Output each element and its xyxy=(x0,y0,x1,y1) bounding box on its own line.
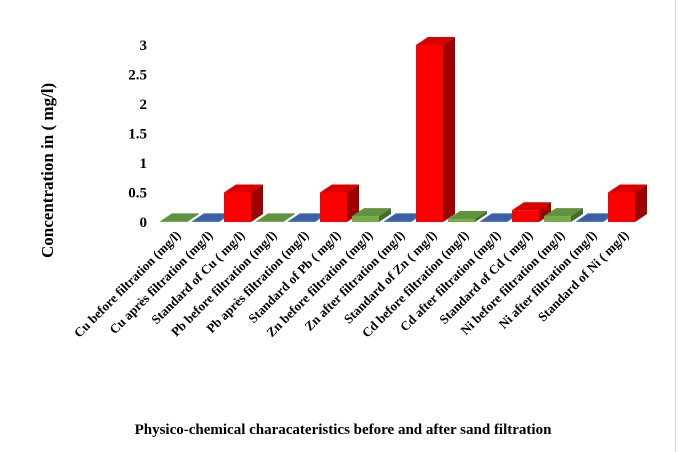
y-tick-label: 0.5 xyxy=(128,186,147,202)
bar-side xyxy=(187,213,199,222)
bar-side xyxy=(571,208,583,222)
y-tick-label: 3 xyxy=(140,38,148,54)
bar xyxy=(480,221,507,222)
bar-top xyxy=(416,37,455,45)
bar xyxy=(512,210,539,222)
y-tick-label: 1.5 xyxy=(128,127,147,143)
bar xyxy=(352,216,379,222)
bar-top xyxy=(224,184,263,193)
bar-top xyxy=(320,184,359,193)
bar-top xyxy=(192,213,231,222)
bar xyxy=(448,219,475,222)
bar-top xyxy=(576,213,615,222)
bar xyxy=(320,192,347,222)
bar-top xyxy=(160,213,199,222)
bar xyxy=(224,192,251,222)
y-tick-label: 2 xyxy=(140,97,148,113)
bar xyxy=(416,45,443,222)
bar-top xyxy=(608,184,647,193)
bar xyxy=(256,221,283,222)
bar-top xyxy=(256,213,295,222)
bar-top xyxy=(480,213,519,222)
y-tick-label: 2.5 xyxy=(128,68,147,84)
bar-side xyxy=(283,213,295,222)
bar-top xyxy=(352,208,391,217)
chart-frame xyxy=(8,0,676,452)
y-tick-label: 0 xyxy=(140,215,148,231)
bar-top xyxy=(512,202,551,211)
chart-title: Physico-chemical characateristics before… xyxy=(134,422,552,438)
bar-top xyxy=(384,213,423,222)
bar-top xyxy=(544,208,583,217)
bar-side xyxy=(347,184,359,222)
bar xyxy=(544,216,571,222)
bar xyxy=(288,221,315,222)
bar xyxy=(576,221,603,222)
y-axis-label: Concentration in ( mg/l) xyxy=(38,82,57,258)
bar xyxy=(192,221,219,222)
bar-side xyxy=(443,37,455,222)
bar-top xyxy=(448,211,487,220)
bar-side xyxy=(251,184,263,222)
y-tick-label: 1 xyxy=(140,156,148,172)
bar xyxy=(384,221,411,222)
bar xyxy=(160,221,187,222)
bar xyxy=(608,192,635,222)
bar-side xyxy=(635,184,647,222)
bar-side xyxy=(379,208,391,222)
bar-top xyxy=(288,213,327,222)
bar-side xyxy=(475,211,487,222)
bar-side xyxy=(539,202,551,222)
